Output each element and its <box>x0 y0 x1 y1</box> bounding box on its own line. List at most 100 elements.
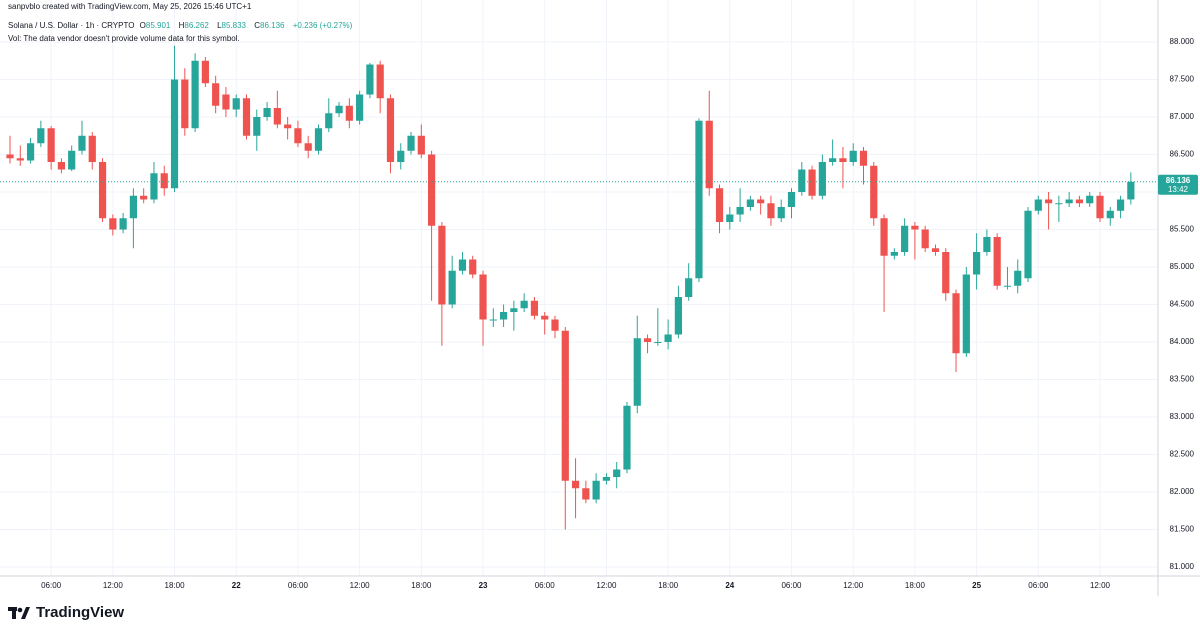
candle-body <box>366 64 374 95</box>
candle-body <box>1024 210 1032 279</box>
candle-body <box>160 173 168 189</box>
y-tick-label: 87.500 <box>1170 75 1195 84</box>
ohlc-low: L85.833 <box>217 21 249 30</box>
candle-body <box>191 60 199 129</box>
x-tick-label: 12:00 <box>350 581 371 590</box>
candle-body <box>1116 199 1125 211</box>
candle-body <box>417 135 425 155</box>
ohlc-value: 85.833 <box>221 21 246 30</box>
x-tick-label: 12:00 <box>596 581 617 590</box>
candle-body <box>335 105 343 114</box>
ohlc-open: O85.901 <box>140 21 174 30</box>
candle-body <box>109 218 117 230</box>
candle-body <box>1014 270 1022 286</box>
candle-body <box>1003 285 1012 287</box>
x-tick-label: 18:00 <box>165 581 186 590</box>
candle-body <box>983 237 991 252</box>
ohlc-key: C <box>254 21 261 30</box>
candle-body <box>921 229 929 249</box>
candle-body <box>448 270 456 305</box>
ohlc-key: L <box>217 21 222 30</box>
credit: sanpvblo created with TradingView.com, M… <box>8 2 252 11</box>
volume-note: Vol: The data vendor doesn't provide vol… <box>8 34 240 43</box>
candle-body <box>808 169 816 196</box>
candle-body <box>253 117 261 136</box>
candle-body <box>1044 199 1053 204</box>
candle-body <box>582 488 590 500</box>
y-tick-label: 84.500 <box>1170 300 1195 309</box>
y-tick-label: 88.000 <box>1170 37 1195 46</box>
candle-body <box>140 195 148 200</box>
candle-body <box>633 338 641 406</box>
y-tick-label: 82.000 <box>1170 487 1195 496</box>
candle-body <box>273 108 281 125</box>
candle-body <box>551 319 559 331</box>
candle-body <box>345 105 353 121</box>
candle-body <box>1106 210 1114 219</box>
candle-body <box>530 300 539 316</box>
candle-body <box>613 469 621 477</box>
y-tick-label: 86.500 <box>1170 150 1195 159</box>
candle-body <box>767 203 775 219</box>
candle-body <box>993 237 1001 286</box>
symbol-title: Solana / U.S. Dollar · 1h · CRYPTO <box>8 21 135 30</box>
candle-body <box>746 199 754 207</box>
last-price-label: 86.136 <box>1166 176 1191 185</box>
candle-body <box>859 150 868 166</box>
candle-body <box>232 98 240 110</box>
candle-body <box>325 113 333 129</box>
y-tick-label: 85.000 <box>1170 262 1195 271</box>
candle-body <box>654 342 662 343</box>
x-tick-label: 12:00 <box>103 581 124 590</box>
candle-body <box>6 154 14 159</box>
candle-body <box>386 98 395 162</box>
candle-body <box>839 158 847 162</box>
candle-body <box>201 60 209 84</box>
y-tick-label: 82.500 <box>1170 450 1195 459</box>
candle-body <box>829 158 837 162</box>
y-tick-label: 87.000 <box>1170 112 1195 121</box>
x-tick-label: 06:00 <box>288 581 309 590</box>
x-tick-label: 12:00 <box>843 581 864 590</box>
candle-body <box>129 195 137 219</box>
candle-body <box>119 218 127 230</box>
candle-body <box>643 338 652 342</box>
candle-body <box>1127 181 1135 200</box>
ohlc-close: C86.136 <box>254 21 287 30</box>
candle-body <box>37 128 45 144</box>
countdown-label: 13:42 <box>1168 185 1189 194</box>
x-tick-label: 18:00 <box>905 581 926 590</box>
candle-body <box>16 158 24 161</box>
candle-body <box>438 225 446 305</box>
y-tick-label: 83.000 <box>1170 412 1195 421</box>
candle-body <box>736 207 744 215</box>
candle-body <box>695 120 703 279</box>
candle-body <box>901 225 909 252</box>
ohlc-value: 85.901 <box>145 21 171 30</box>
candle-body <box>170 79 179 189</box>
x-tick-label: 18:00 <box>411 581 432 590</box>
candle-body <box>890 252 898 256</box>
candle-body <box>1065 199 1073 204</box>
y-tick-label: 81.500 <box>1170 525 1195 534</box>
ohlc-value: 86.262 <box>184 21 209 30</box>
candle-body <box>777 207 785 219</box>
candle-body <box>47 128 55 162</box>
candle-body <box>98 162 107 219</box>
x-tick-label: 23 <box>479 581 488 590</box>
candle-body <box>469 259 477 275</box>
ohlc-value: 86.136 <box>260 21 285 30</box>
candle-body <box>57 162 66 170</box>
candle-body <box>520 300 528 309</box>
candle-body <box>685 278 693 297</box>
y-tick-label: 81.000 <box>1170 562 1195 571</box>
x-tick-label: 12:00 <box>1090 581 1111 590</box>
candle-body <box>705 120 713 189</box>
x-tick-label: 06:00 <box>781 581 802 590</box>
ohlc-key: O <box>139 21 146 30</box>
candle-body <box>952 293 960 354</box>
candle-body <box>26 143 35 161</box>
candle-body <box>263 108 271 117</box>
